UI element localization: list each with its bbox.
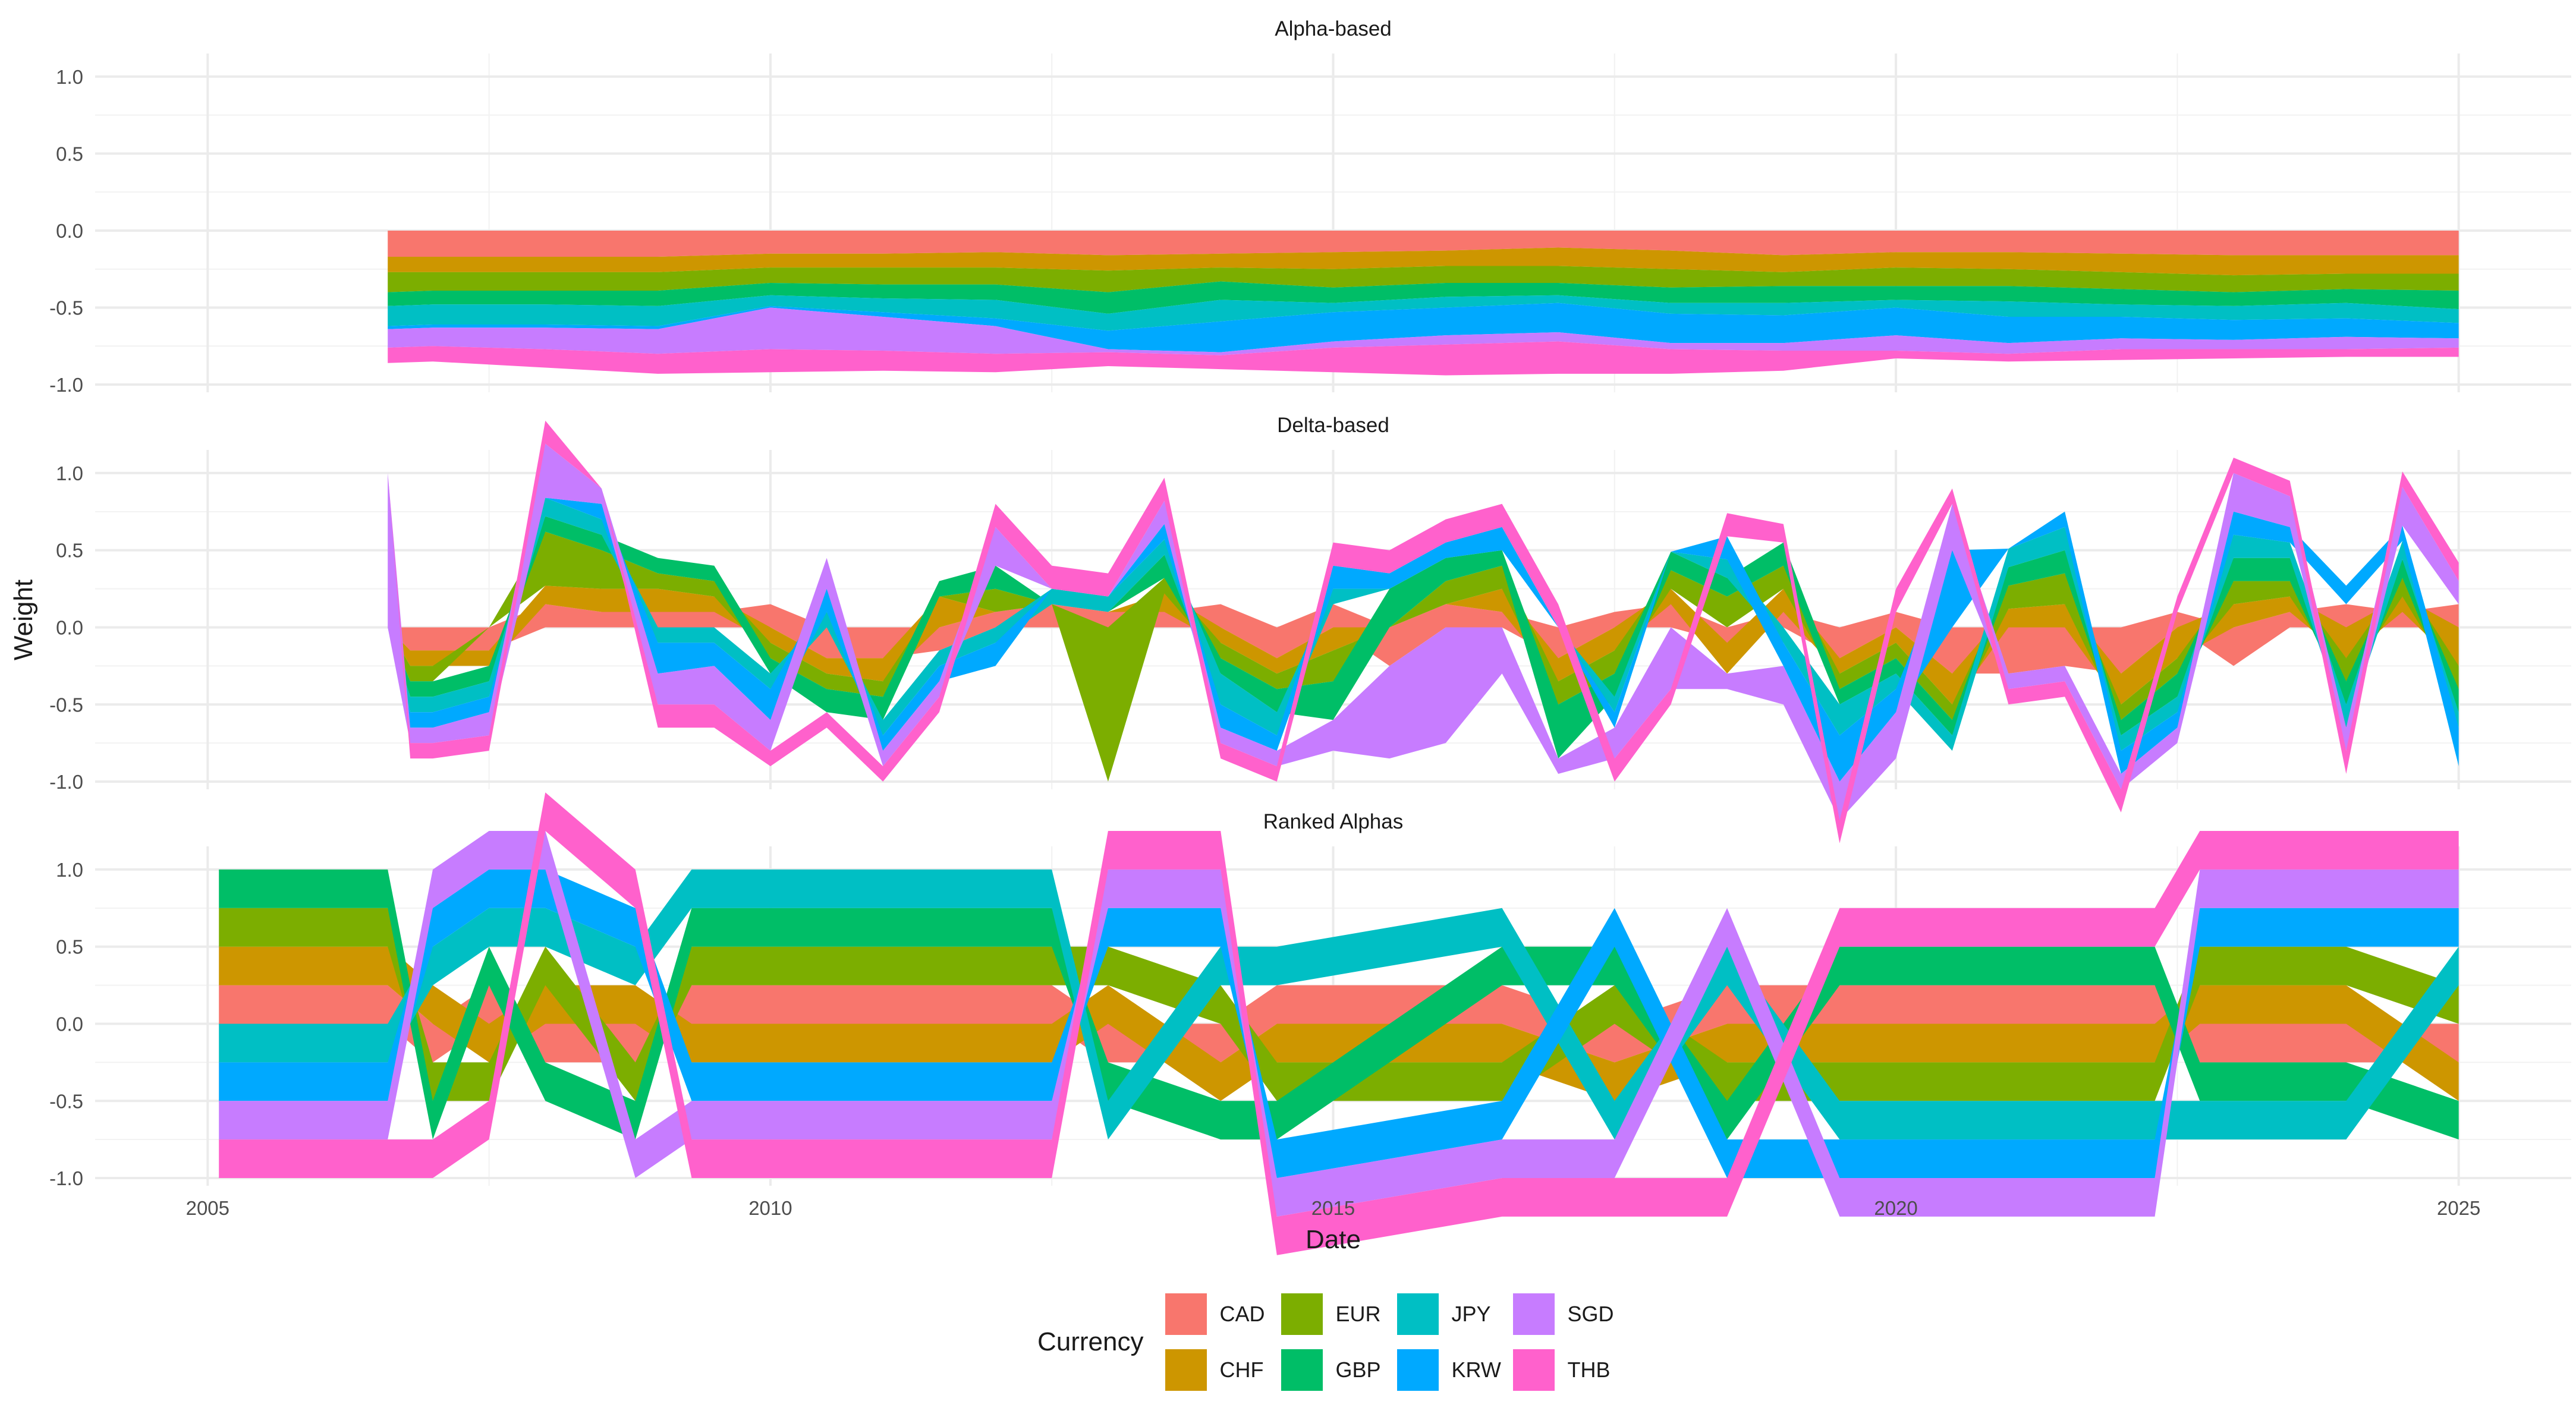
legend-swatch — [1397, 1349, 1439, 1391]
y-tick-label: 0.5 — [56, 936, 83, 958]
legend-swatch — [1397, 1293, 1439, 1335]
panel-title: Ranked Alphas — [1263, 810, 1403, 833]
legend-swatch — [1513, 1293, 1555, 1335]
legend-label: EUR — [1336, 1302, 1381, 1327]
legend-label: SGD — [1568, 1302, 1614, 1327]
legend-swatch — [1513, 1349, 1555, 1391]
x-tick-label: 2005 — [186, 1197, 229, 1219]
y-tick-label: -0.5 — [49, 1090, 83, 1112]
panel-title: Alpha-based — [1275, 17, 1392, 40]
legend-item-chf: CHF — [1165, 1342, 1281, 1398]
legend-item-sgd: SGD — [1513, 1286, 1629, 1342]
legend-item-krw: KRW — [1397, 1342, 1513, 1398]
y-tick-label: -0.5 — [49, 694, 83, 716]
y-tick-label: 1.0 — [56, 462, 83, 484]
legend-title: Currency — [1037, 1327, 1144, 1357]
x-tick-label: 2015 — [1311, 1197, 1355, 1219]
y-tick-label: 0.5 — [56, 143, 83, 165]
legend: Currency CAD CHF EUR GBP JPY KRW SGD THB — [1037, 1287, 1629, 1397]
legend-swatch — [1281, 1349, 1323, 1391]
y-tick-label: 1.0 — [56, 859, 83, 881]
legend-label: KRW — [1452, 1358, 1501, 1382]
panel-title: Delta-based — [1277, 414, 1389, 437]
legend-label: JPY — [1452, 1302, 1491, 1327]
legend-swatch — [1281, 1293, 1323, 1335]
y-tick-label: 0.5 — [56, 540, 83, 562]
legend-label: CAD — [1220, 1302, 1265, 1327]
legend-swatch — [1165, 1293, 1207, 1335]
x-axis-title: Date — [1306, 1225, 1361, 1254]
y-tick-label: -1.0 — [49, 1167, 83, 1189]
legend-item-cad: CAD — [1165, 1286, 1281, 1342]
y-tick-label: 1.0 — [56, 66, 83, 88]
legend-entries: CAD CHF EUR GBP JPY KRW SGD THB — [1165, 1286, 1629, 1398]
x-tick-label: 2010 — [748, 1197, 792, 1219]
y-tick-label: -0.5 — [49, 297, 83, 319]
y-tick-label: 0.0 — [56, 616, 83, 638]
y-axis-title: Weight — [9, 580, 38, 660]
x-tick-label: 2020 — [1874, 1197, 1917, 1219]
legend-item-gbp: GBP — [1281, 1342, 1397, 1398]
legend-label: THB — [1568, 1358, 1611, 1382]
y-tick-label: 0.0 — [56, 1013, 83, 1035]
legend-item-eur: EUR — [1281, 1286, 1397, 1342]
legend-label: GBP — [1336, 1358, 1381, 1382]
y-tick-label: 0.0 — [56, 220, 83, 242]
y-tick-label: -1.0 — [49, 771, 83, 793]
legend-item-jpy: JPY — [1397, 1286, 1513, 1342]
legend-item-thb: THB — [1513, 1342, 1629, 1398]
legend-label: CHF — [1220, 1358, 1264, 1382]
x-tick-label: 2025 — [2437, 1197, 2480, 1219]
legend-swatch — [1165, 1349, 1207, 1391]
y-tick-label: -1.0 — [49, 374, 83, 396]
